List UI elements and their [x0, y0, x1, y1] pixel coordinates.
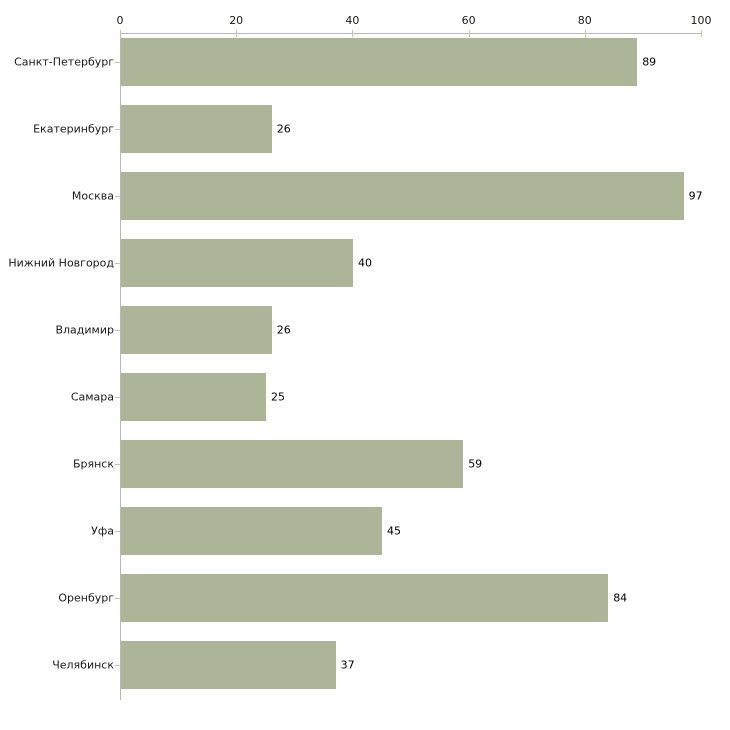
x-axis-tick-label: 40 [345, 14, 360, 27]
y-axis-tick-mark [115, 464, 120, 465]
y-axis-tick-mark [115, 531, 120, 532]
category-label: Оренбург [58, 591, 114, 605]
y-axis-line [120, 33, 121, 700]
category-label: Санкт-Петербург [14, 55, 114, 69]
chart-row: Москва 97 [72, 172, 703, 239]
x-axis-tick-mark [120, 30, 121, 37]
value-label: 40 [358, 256, 372, 270]
category-label: Москва [71, 189, 114, 203]
value-label: 26 [276, 323, 291, 337]
x-axis-tick-mark [468, 30, 470, 37]
bar [121, 641, 336, 689]
chart-row: Оренбург 84 [58, 574, 701, 641]
chart-row: Нижний Новгород 40 [8, 239, 701, 306]
x-axis-tick-label: 20 [229, 14, 244, 27]
x-axis-tick-labels: 0 20 40 60 80 100 [116, 14, 712, 28]
bar [121, 306, 272, 354]
chart-row: Челябинск 37 [52, 641, 701, 708]
y-axis-tick-mark [115, 263, 120, 264]
category-label: Уфа [91, 524, 114, 538]
x-axis-ticks [120, 30, 702, 37]
category-label: Екатеринбург [33, 122, 114, 136]
chart-row: Владимир 26 [55, 306, 701, 373]
y-axis-tick-mark [115, 330, 120, 331]
category-label: Брянск [72, 457, 114, 471]
y-axis-tick-mark [115, 598, 120, 599]
chart-row: Самара 25 [71, 373, 701, 440]
value-label: 37 [340, 658, 355, 672]
x-axis-tick-label: 100 [690, 14, 712, 27]
x-axis-tick-mark [584, 30, 586, 37]
chart-row: Екатеринбург 26 [33, 105, 701, 172]
bar [121, 105, 272, 153]
x-axis-tick-label: 0 [116, 14, 124, 27]
x-axis-tick-label: 80 [577, 14, 592, 27]
x-axis-tick-label: 60 [461, 14, 476, 27]
x-axis-tick-mark [236, 30, 238, 37]
value-label: 89 [642, 55, 657, 69]
value-label: 26 [276, 122, 291, 136]
bar [121, 373, 266, 421]
value-label: 97 [688, 189, 703, 203]
x-axis-tick-mark [352, 30, 354, 37]
value-label: 84 [613, 591, 628, 605]
bar [121, 38, 638, 86]
category-label: Нижний Новгород [8, 256, 114, 270]
x-axis-tick-mark [701, 30, 702, 37]
y-axis-tick-mark [115, 129, 120, 130]
bar [121, 507, 382, 555]
value-label: 59 [468, 457, 483, 471]
bar [121, 239, 353, 287]
bar [121, 440, 464, 488]
x-axis-line [120, 33, 701, 34]
bar [121, 172, 684, 220]
value-label: 25 [271, 390, 285, 404]
y-axis-tick-mark [115, 62, 120, 63]
category-label: Владимир [55, 323, 114, 337]
bar [121, 574, 609, 622]
chart-row: Уфа 45 [91, 507, 701, 574]
chart-row: Санкт-Петербург 89 [14, 38, 701, 105]
category-label: Самара [70, 390, 114, 404]
value-label: 45 [387, 524, 401, 538]
category-label: Челябинск [52, 658, 114, 672]
chart-rows: Санкт-Петербург 89 Екатеринбург 26 Москва 97 Н… [8, 38, 703, 708]
y-axis-tick-mark [115, 196, 120, 197]
y-axis-tick-mark [115, 397, 120, 398]
y-axis-tick-mark [115, 665, 120, 666]
chart-row: Брянск 59 [73, 440, 701, 507]
